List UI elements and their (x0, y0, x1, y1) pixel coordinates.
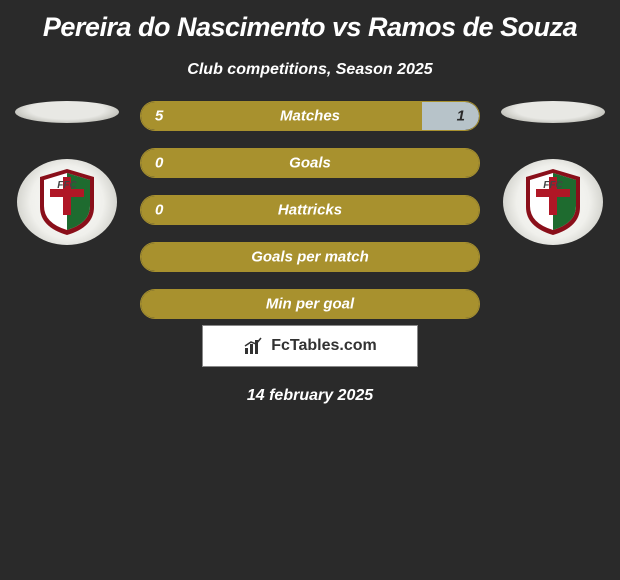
player-right-placeholder (501, 101, 605, 123)
stat-label: Matches (280, 108, 340, 125)
player-right-col: FFC (498, 101, 608, 245)
player-left-col: FFC (12, 101, 122, 245)
chart-icon (243, 336, 265, 356)
stat-value-left: 0 (155, 202, 163, 219)
stat-bar: 0 Goals (140, 148, 480, 178)
comparison-card: Pereira do Nascimento vs Ramos de Souza … (0, 0, 620, 413)
brand-box[interactable]: FcTables.com (202, 325, 418, 367)
team-crest-right: FFC (503, 159, 603, 245)
stats-column: 5 1 Matches 0 Goals 0 Hattricks Goals per match… (140, 101, 480, 319)
player-left-placeholder (15, 101, 119, 123)
shield-icon: FFC (36, 167, 98, 237)
brand-label: FcTables.com (271, 337, 377, 355)
main-row: FFC 5 1 Matches 0 Goals 0 Hattricks Goals per m… (12, 101, 608, 319)
stat-value-left: 5 (155, 108, 163, 125)
stat-value-left: 0 (155, 155, 163, 172)
stat-value-right: 1 (457, 108, 465, 125)
stat-bar: 0 Hattricks (140, 195, 480, 225)
stat-label: Min per goal (266, 296, 354, 313)
stat-label: Hattricks (278, 202, 342, 219)
stat-bar: 5 1 Matches (140, 101, 480, 131)
shield-icon: FFC (522, 167, 584, 237)
stat-bar: Goals per match (140, 242, 480, 272)
svg-text:FFC: FFC (57, 180, 77, 191)
date-label: 14 february 2025 (12, 387, 608, 405)
stat-fill-right (422, 102, 479, 130)
stat-label: Goals (289, 155, 331, 172)
stat-bar: Min per goal (140, 289, 480, 319)
subtitle: Club competitions, Season 2025 (12, 61, 608, 79)
team-crest-left: FFC (17, 159, 117, 245)
svg-text:FFC: FFC (543, 180, 563, 191)
stat-label: Goals per match (251, 249, 369, 266)
page-title: Pereira do Nascimento vs Ramos de Souza (12, 12, 608, 43)
